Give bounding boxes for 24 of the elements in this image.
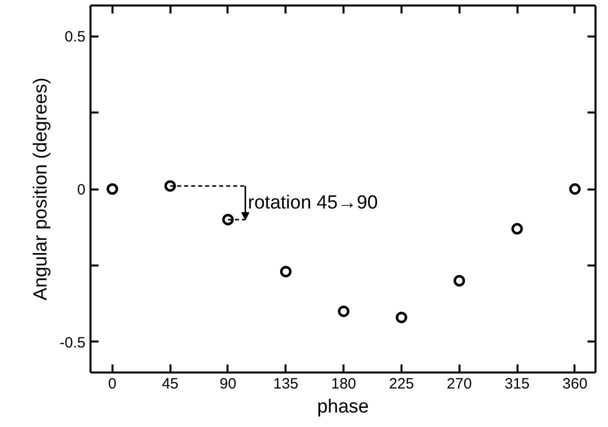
x-tick-label: 45 [162,376,179,392]
x-tick-label: 135 [273,376,298,392]
y-tick-label: 0.5 [64,28,86,46]
point [222,214,234,226]
x-tick-label: 0 [108,376,117,392]
point [569,183,581,195]
point [164,180,176,192]
x-tick-label: 270 [446,376,472,392]
x-axis-title: phase [317,396,369,418]
x-tick-label: 360 [562,376,588,392]
x-tick-label: 315 [504,376,530,392]
point [454,275,466,286]
x-tick-label: 90 [220,376,236,392]
point [511,223,523,234]
annotation: rotation 45→90 [248,192,378,214]
point [396,312,408,324]
y-tick-label: -0.5 [60,334,86,352]
x-tick-label: 180 [331,376,356,392]
point [280,266,292,278]
point [106,183,118,195]
x-tick-label: 225 [388,376,414,392]
y-tick-label: 0 [77,182,86,198]
point [338,306,350,318]
y-axis-title: Angular position (degrees) [30,78,52,300]
